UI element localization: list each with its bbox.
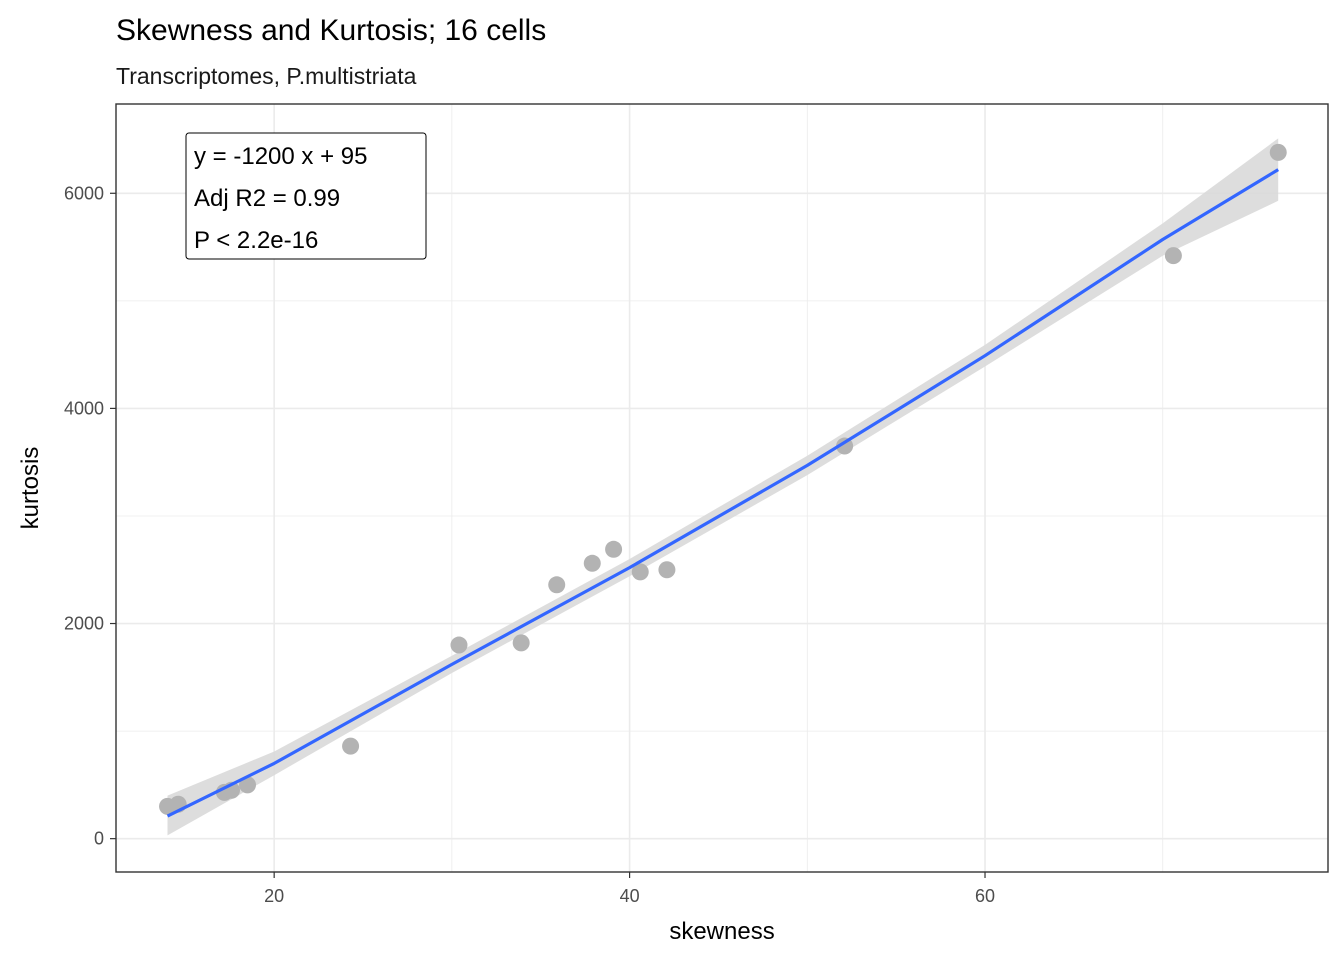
y-tick-label: 2000 — [64, 614, 104, 634]
data-point — [342, 737, 360, 755]
data-point — [512, 634, 530, 652]
data-point — [605, 540, 623, 558]
annotation-equation: y = -1200 x + 95 — [194, 143, 367, 170]
y-axis-title: kurtosis — [17, 447, 44, 530]
data-point — [583, 554, 601, 572]
data-point — [658, 561, 676, 579]
data-point — [450, 636, 468, 654]
y-axis-ticks: 0 2000 4000 6000 — [64, 183, 116, 849]
regression-annotation: y = -1200 x + 95 Adj R2 = 0.99 P < 2.2e-… — [185, 132, 427, 260]
x-tick-label: 20 — [264, 886, 284, 906]
data-point — [1269, 143, 1287, 161]
data-point — [239, 776, 257, 794]
panel-border — [115, 103, 1329, 873]
chart-subtitle: Transcriptomes, P.multistriata — [116, 63, 417, 89]
annotation-r2: Adj R2 = 0.99 — [194, 185, 340, 212]
annotation-box — [185, 132, 427, 260]
y-tick-label: 6000 — [64, 183, 104, 203]
fit-line-layer — [166, 168, 1280, 818]
y-tick-label: 0 — [94, 829, 104, 849]
major-gridlines — [116, 104, 1328, 872]
chart-title: Skewness and Kurtosis; 16 cells — [116, 14, 546, 47]
confidence-band — [167, 138, 1279, 836]
data-point — [548, 576, 566, 594]
y-tick-label: 4000 — [64, 398, 104, 418]
data-point — [836, 437, 854, 455]
data-point — [631, 563, 649, 581]
data-point — [1164, 247, 1182, 265]
x-tick-label: 40 — [620, 886, 640, 906]
x-axis-ticks: 20 40 60 — [264, 872, 995, 906]
x-tick-label: 60 — [975, 886, 995, 906]
confidence-band-layer — [167, 138, 1279, 836]
x-axis-title: skewness — [669, 918, 774, 945]
fit-line — [166, 168, 1280, 818]
annotation-pvalue: P < 2.2e-16 — [194, 227, 318, 254]
